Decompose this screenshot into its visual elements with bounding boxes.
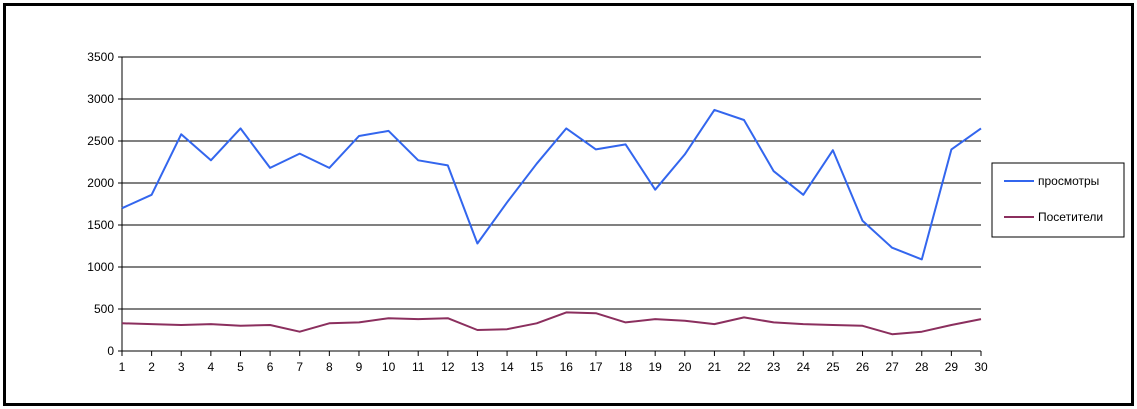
y-tick-label: 3500 — [87, 50, 114, 64]
x-tick-label: 29 — [945, 360, 959, 374]
legend-box — [991, 162, 1125, 238]
x-tick-label: 6 — [267, 360, 274, 374]
chart-frame — [3, 3, 1134, 406]
x-tick-label: 2 — [148, 360, 155, 374]
y-tick-label: 3000 — [87, 92, 114, 106]
x-tick-label: 15 — [530, 360, 544, 374]
y-tick-label: 2500 — [87, 134, 114, 148]
y-tick-label: 1500 — [87, 218, 114, 232]
x-tick-label: 17 — [589, 360, 603, 374]
x-tick-label: 8 — [326, 360, 333, 374]
axes — [118, 56, 982, 356]
x-tick-label: 16 — [560, 360, 574, 374]
x-tick-label: 19 — [648, 360, 662, 374]
x-tick-label: 28 — [915, 360, 929, 374]
x-tick-label: 23 — [767, 360, 781, 374]
x-tick-label: 9 — [356, 360, 363, 374]
y-tick-label: 0 — [107, 344, 114, 358]
x-tick-label: 30 — [974, 360, 988, 374]
x-tick-label: 13 — [471, 360, 485, 374]
x-tick-label: 26 — [856, 360, 870, 374]
series-line-views — [121, 108, 982, 261]
x-tick-label: 11 — [412, 360, 425, 374]
series-lines — [121, 108, 982, 336]
x-tick-label: 10 — [382, 360, 396, 374]
series-line-visitors — [121, 311, 982, 336]
x-tick-label: 22 — [737, 360, 751, 374]
y-tick-label: 2000 — [87, 176, 114, 190]
y-tick-labels: 0 500 1000 1500 2000 2500 3000 3500 — [87, 50, 114, 358]
x-tick-label: 1 — [119, 360, 126, 374]
x-tick-label: 18 — [619, 360, 633, 374]
x-tick-label: 3 — [178, 360, 185, 374]
legend-label-views: просмотры — [1038, 174, 1099, 188]
x-tick-label: 7 — [296, 360, 303, 374]
gridlines — [122, 56, 981, 310]
x-tick-label: 4 — [208, 360, 215, 374]
x-tick-label: 5 — [237, 360, 244, 374]
legend-label-visitors: Посетители — [1038, 210, 1103, 224]
x-tick-label: 27 — [885, 360, 899, 374]
x-tick-label: 25 — [826, 360, 840, 374]
x-tick-label: 12 — [441, 360, 455, 374]
x-tick-label: 24 — [797, 360, 811, 374]
x-tick-labels: 1 2 3 4 5 6 7 8 9 10 11 12 13 14 15 16 17 18 19 20 21 22 23 24 2… — [119, 360, 988, 374]
x-tick-label: 14 — [500, 360, 514, 374]
y-tick-label: 1000 — [87, 260, 114, 274]
y-tick-label: 500 — [94, 302, 114, 316]
legend: просмотры Посетители — [991, 162, 1125, 238]
x-tick-label: 20 — [678, 360, 692, 374]
x-tick-label: 21 — [708, 360, 722, 374]
